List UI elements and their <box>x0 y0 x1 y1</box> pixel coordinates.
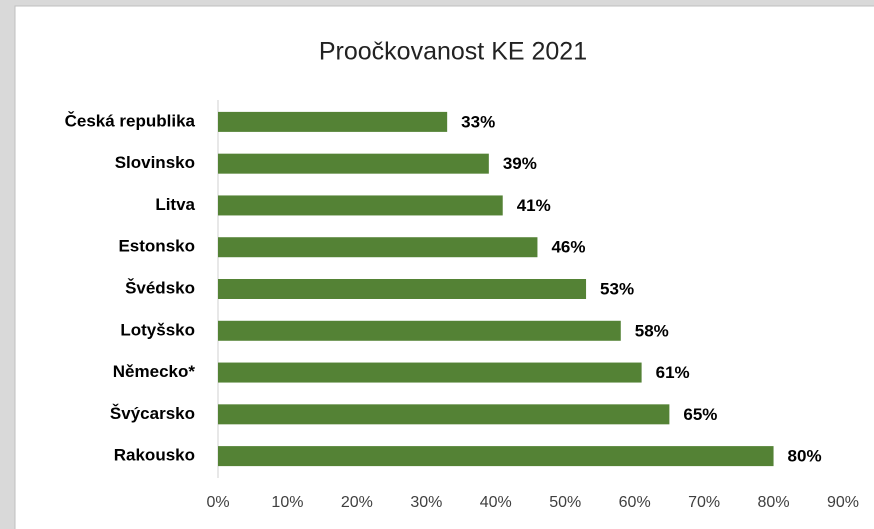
bar <box>218 446 774 467</box>
y-tick-label: Estonsko <box>118 237 195 256</box>
bar <box>218 404 670 425</box>
y-tick-label: Rakousko <box>114 446 195 465</box>
x-tick-label: 10% <box>271 494 303 511</box>
data-label: 61% <box>656 363 690 382</box>
x-tick-label: 70% <box>688 494 720 511</box>
data-label: 39% <box>503 154 537 173</box>
bar <box>218 237 538 258</box>
x-tick-label: 20% <box>341 494 373 511</box>
x-tick-label: 0% <box>206 494 229 511</box>
bar <box>218 279 587 299</box>
bar <box>218 320 621 341</box>
bar <box>218 111 448 132</box>
data-label: 80% <box>788 447 822 466</box>
data-label: 33% <box>461 112 495 131</box>
data-label: 53% <box>600 279 634 298</box>
chart-panel <box>14 5 874 529</box>
x-tick-label: 30% <box>410 494 442 511</box>
chart-title: Proočkovanost KE 2021 <box>319 38 587 66</box>
data-label: 41% <box>517 196 551 215</box>
bar <box>218 195 503 216</box>
x-tick-label: 90% <box>827 494 859 511</box>
x-tick-label: 50% <box>549 494 581 511</box>
x-tick-label: 80% <box>758 494 790 511</box>
y-tick-label: Německo* <box>113 362 196 381</box>
bar <box>218 362 642 383</box>
y-tick-label: Lotyšsko <box>120 320 195 339</box>
y-tick-label: Česká republika <box>65 111 196 130</box>
data-label: 58% <box>635 321 669 340</box>
x-tick-label: 60% <box>619 494 651 511</box>
y-tick-label: Litva <box>155 195 195 214</box>
data-label: 46% <box>551 238 585 257</box>
y-tick-label: Slovinsko <box>115 153 195 172</box>
data-label: 65% <box>683 405 717 424</box>
y-tick-label: Švýcarsko <box>110 404 195 423</box>
bar <box>218 153 489 174</box>
x-tick-label: 40% <box>480 494 512 511</box>
y-tick-label: Švédsko <box>125 278 195 297</box>
